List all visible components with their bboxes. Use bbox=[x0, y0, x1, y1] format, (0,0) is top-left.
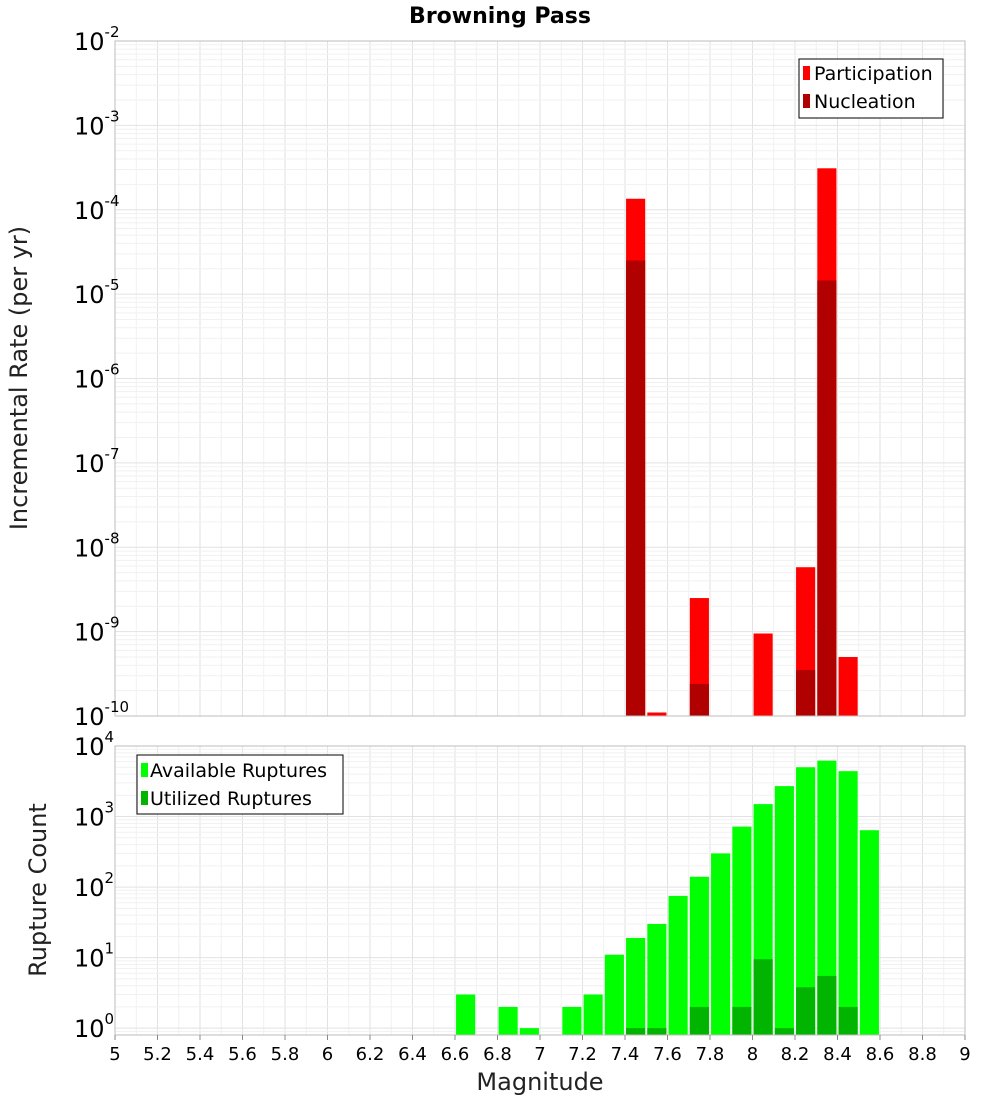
bar-nucleation bbox=[689, 683, 709, 716]
x-tick-label: 8.4 bbox=[823, 1044, 852, 1065]
bar-utilized-ruptures bbox=[838, 1006, 858, 1035]
bar-available-ruptures bbox=[456, 994, 476, 1035]
legend-swatch-utilized bbox=[141, 791, 148, 805]
x-tick-label: 5 bbox=[109, 1044, 120, 1065]
x-tick-label: 7.8 bbox=[696, 1044, 725, 1065]
legend-label-available: Available Ruptures bbox=[150, 760, 327, 782]
x-tick-label: 8 bbox=[747, 1044, 758, 1065]
bar-available-ruptures bbox=[859, 830, 879, 1035]
x-tick-label: 6 bbox=[322, 1044, 333, 1065]
legend-swatch-nucleation bbox=[803, 94, 810, 108]
top-y-tick-label: 10-6 bbox=[74, 361, 120, 394]
x-tick-label: 6.6 bbox=[441, 1044, 470, 1065]
bottom-legend-box bbox=[136, 754, 344, 815]
x-tick-label: 9 bbox=[959, 1044, 970, 1065]
bar-available-ruptures bbox=[774, 786, 794, 1035]
bottom-legend: Available Ruptures Utilized Ruptures bbox=[136, 754, 344, 815]
top-legend: Participation Nucleation bbox=[798, 58, 944, 119]
top-y-tick-label: 10-7 bbox=[74, 445, 120, 478]
bar-participation bbox=[647, 712, 667, 716]
x-tick-label: 5.4 bbox=[186, 1044, 215, 1065]
bar-nucleation bbox=[796, 670, 816, 716]
bar-utilized-ruptures bbox=[732, 1006, 752, 1035]
top-y-tick-label: 10-2 bbox=[74, 23, 120, 56]
bar-nucleation bbox=[817, 280, 837, 716]
bar-available-ruptures bbox=[838, 771, 858, 1035]
top-y-tick-label: 10-5 bbox=[74, 276, 120, 309]
top-legend-box bbox=[798, 58, 944, 119]
top-plot-frame bbox=[114, 40, 966, 717]
top-y-tick-label: 10-9 bbox=[74, 614, 120, 647]
bar-participation bbox=[753, 633, 773, 716]
bar-available-ruptures bbox=[562, 1006, 582, 1035]
bar-utilized-ruptures bbox=[689, 1006, 709, 1035]
bottom-y-tick-label: 102 bbox=[74, 869, 114, 902]
bottom-y-tick-label: 104 bbox=[74, 728, 114, 761]
bar-available-ruptures bbox=[647, 923, 667, 1035]
x-tick-label: 7.2 bbox=[568, 1044, 597, 1065]
bottom-y-tick-label: 101 bbox=[74, 940, 114, 973]
x-tick-label: 6.8 bbox=[483, 1044, 512, 1065]
bar-available-ruptures bbox=[668, 895, 688, 1035]
x-tick-label: 6.2 bbox=[356, 1044, 385, 1065]
top-y-tick-label: 10-4 bbox=[74, 192, 120, 225]
bar-available-ruptures bbox=[817, 760, 837, 1035]
bottom-y-tick-label: 100 bbox=[74, 1010, 114, 1043]
bar-utilized-ruptures bbox=[774, 1028, 794, 1035]
bar-available-ruptures bbox=[732, 826, 752, 1035]
bar-utilized-ruptures bbox=[817, 975, 837, 1035]
bar-available-ruptures bbox=[689, 876, 709, 1035]
bar-utilized-ruptures bbox=[753, 959, 773, 1035]
bar-available-ruptures bbox=[519, 1028, 539, 1035]
x-tick-label: 8.8 bbox=[908, 1044, 937, 1065]
bottom-y-axis-label: Rupture Count bbox=[24, 803, 52, 977]
bar-available-ruptures bbox=[626, 937, 646, 1035]
x-tick-label: 5.6 bbox=[228, 1044, 257, 1065]
legend-swatch-participation bbox=[803, 66, 810, 80]
bar-available-ruptures bbox=[498, 1006, 518, 1035]
x-tick-label: 8.6 bbox=[866, 1044, 895, 1065]
top-y-tick-label: 10-3 bbox=[74, 107, 120, 140]
top-y-axis-label: Incremental Rate (per yr) bbox=[5, 226, 33, 530]
x-tick-label: 7.4 bbox=[611, 1044, 640, 1065]
x-tick-label: 7 bbox=[534, 1044, 545, 1065]
bar-utilized-ruptures bbox=[626, 1028, 646, 1035]
x-tick-label: 8.2 bbox=[781, 1044, 810, 1065]
bar-available-ruptures bbox=[604, 954, 624, 1035]
legend-label-utilized: Utilized Ruptures bbox=[150, 788, 312, 810]
x-tick-label: 5.8 bbox=[271, 1044, 300, 1065]
chart-title: Browning Pass bbox=[409, 4, 591, 29]
bar-utilized-ruptures bbox=[647, 1028, 667, 1035]
bar-nucleation bbox=[626, 260, 646, 716]
bottom-y-tick-label: 103 bbox=[74, 799, 114, 832]
bar-utilized-ruptures bbox=[796, 987, 816, 1035]
x-tick-label: 7.6 bbox=[653, 1044, 682, 1065]
top-y-tick-label: 10-10 bbox=[74, 698, 129, 731]
legend-label-nucleation: Nucleation bbox=[814, 91, 916, 113]
x-tick-label: 6.4 bbox=[398, 1044, 427, 1065]
bar-available-ruptures bbox=[583, 994, 603, 1035]
x-axis-label: Magnitude bbox=[476, 1068, 603, 1096]
bar-available-ruptures bbox=[796, 767, 816, 1035]
top-y-tick-label: 10-8 bbox=[74, 529, 120, 562]
x-tick-label: 5.2 bbox=[143, 1044, 172, 1065]
legend-swatch-available bbox=[141, 763, 148, 777]
bar-participation bbox=[838, 657, 858, 716]
bar-available-ruptures bbox=[711, 853, 731, 1035]
legend-label-participation: Participation bbox=[814, 63, 933, 85]
